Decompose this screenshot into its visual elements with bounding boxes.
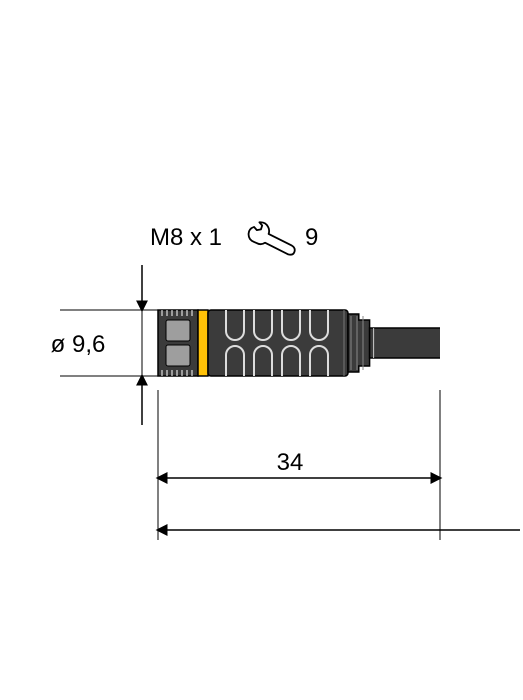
wrench-icon: [247, 221, 296, 255]
wrench-icon: [247, 221, 296, 255]
connector-body: [158, 310, 523, 376]
length-label: 34: [277, 449, 304, 476]
thread-label: M8 x 1: [150, 224, 222, 251]
connector-technical-drawing: M8 x 1 9 ø 9,6 34: [0, 0, 523, 700]
wrench-size-label: 9: [305, 224, 318, 251]
diameter-label: ø 9,6: [51, 331, 106, 358]
length-dimension: [158, 390, 520, 540]
